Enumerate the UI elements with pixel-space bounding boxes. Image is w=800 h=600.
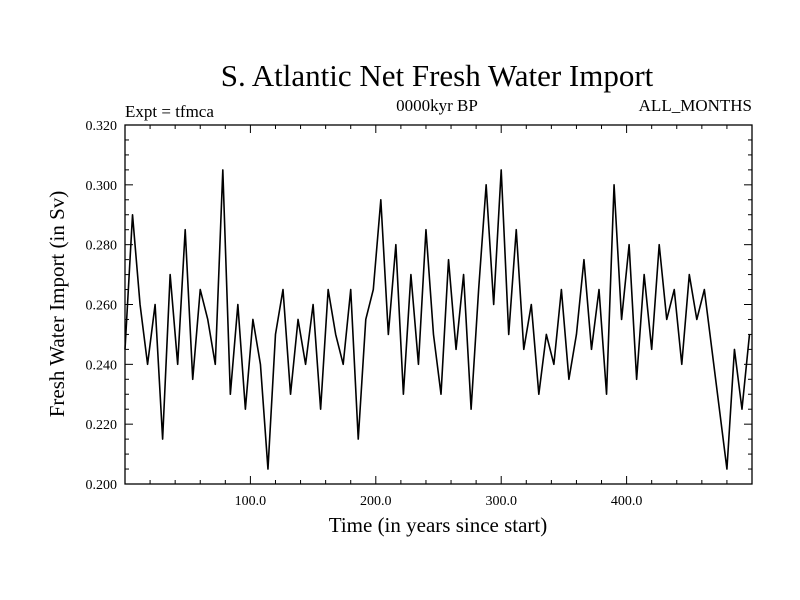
y-axis-label: Fresh Water Import (in Sv) [45, 191, 69, 418]
subtitle-left: Expt = tfmca [125, 102, 214, 121]
y-tick-label: 0.260 [86, 299, 118, 314]
x-tick-label: 300.0 [485, 494, 517, 509]
subtitle-right: ALL_MONTHS [639, 96, 752, 115]
tick-labels: 0.200 0.220 0.240 0.260 0.280 0.300 0.320 100.0… [86, 119, 643, 509]
y-tick-label: 0.280 [86, 239, 118, 254]
chart-title: S. Atlantic Net Fresh Water Import [221, 58, 654, 93]
x-tick-label: 200.0 [360, 494, 392, 509]
y-tick-label: 0.220 [86, 418, 118, 433]
axis-ticks [124, 124, 753, 485]
x-tick-label: 100.0 [235, 494, 267, 509]
y-tick-label: 0.240 [86, 358, 118, 373]
y-tick-label: 0.200 [86, 478, 118, 493]
y-tick-label: 0.300 [86, 179, 118, 194]
x-axis-label: Time (in years since start) [329, 513, 548, 537]
plot-frame [124, 124, 753, 485]
subtitle-center: 0000kyr BP [396, 96, 478, 115]
y-tick-label: 0.320 [86, 119, 118, 134]
series-line [124, 169, 751, 470]
x-tick-label: 400.0 [611, 494, 643, 509]
